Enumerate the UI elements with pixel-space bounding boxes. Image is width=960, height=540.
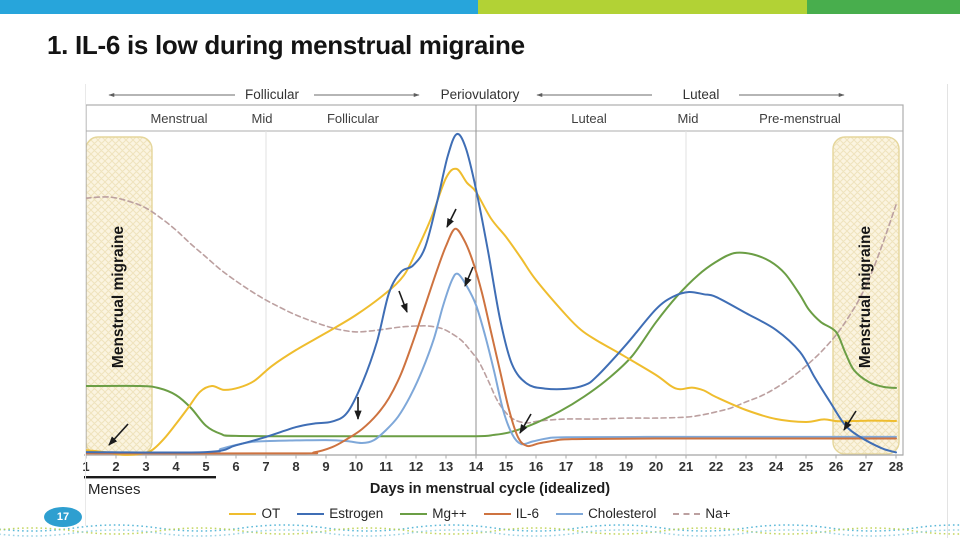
phase-label-luteal: Luteal xyxy=(682,87,720,102)
x-tick-label: 4 xyxy=(172,459,180,474)
legend-label-estrogen: Estrogen xyxy=(329,506,384,521)
cholesterol-line-swatch xyxy=(556,512,584,515)
mg-line-swatch xyxy=(400,512,428,515)
x-axis-title: Days in menstrual cycle (idealized) xyxy=(369,481,611,497)
x-tick-label: 18 xyxy=(589,459,603,474)
top-bar-segment-lime xyxy=(478,0,807,14)
annotation-arrow xyxy=(464,266,474,287)
top-accent-bar xyxy=(0,0,960,14)
annotation-arrow xyxy=(519,413,532,434)
x-tick-label: 28 xyxy=(889,459,903,474)
page-number: 17 xyxy=(56,511,70,523)
decorative-wave xyxy=(0,529,960,537)
series-line-Estrogen xyxy=(85,132,897,454)
x-tick-label: 23 xyxy=(739,459,753,474)
x-tick-label: 27 xyxy=(859,459,873,474)
annotation-arrow xyxy=(398,290,408,313)
menses-underline xyxy=(84,476,216,479)
x-tick-label: 7 xyxy=(262,459,269,474)
legend-item-na: Na+ xyxy=(673,506,731,521)
chart-frame xyxy=(85,104,904,456)
left-migraine-region-label: Menstrual migraine xyxy=(110,225,127,369)
migraine-region xyxy=(832,136,900,455)
decorative-wave xyxy=(0,527,960,535)
chart-legend: OT Estrogen Mg++ IL-6 Cholesterol Na+ xyxy=(0,506,960,521)
estrogen-line-swatch xyxy=(297,512,325,515)
x-tick-label: 2 xyxy=(112,459,119,474)
na-line-swatch xyxy=(673,512,701,515)
x-tick-label: 13 xyxy=(439,459,453,474)
ot-line-swatch xyxy=(229,512,257,515)
x-tick-label: 12 xyxy=(409,459,423,474)
annotation-arrow xyxy=(108,423,129,446)
series-line-Mg++ xyxy=(85,251,897,438)
x-tick-label: 16 xyxy=(529,459,543,474)
menses-label: Menses xyxy=(88,481,141,498)
series-line-OT xyxy=(85,167,897,456)
top-bar-segment-blue xyxy=(0,0,478,14)
phase-label-periovulatory: Periovulatory xyxy=(440,87,520,102)
x-tick-label: 26 xyxy=(829,459,843,474)
x-tick-label: 9 xyxy=(322,459,329,474)
legend-item-il6: IL-6 xyxy=(483,506,540,521)
x-tick-label: 22 xyxy=(709,459,723,474)
annotation-arrow xyxy=(446,208,457,228)
legend-label-mg: Mg++ xyxy=(432,506,467,521)
x-tick-label: 20 xyxy=(649,459,663,474)
x-tick-label: 25 xyxy=(799,459,813,474)
x-tick-label: 10 xyxy=(349,459,363,474)
x-tick-label: 8 xyxy=(292,459,299,474)
legend-item-ot: OT xyxy=(229,506,280,521)
x-tick-label: 15 xyxy=(499,459,513,474)
series-line-IL-6 xyxy=(85,227,897,455)
right-migraine-region-label: Menstrual migraine xyxy=(857,225,874,369)
decorative-wave xyxy=(0,524,960,532)
annotation-arrow xyxy=(843,410,857,431)
x-tick-label: 6 xyxy=(232,459,239,474)
subphase-luteal: Luteal xyxy=(571,111,607,126)
legend-label-cholesterol: Cholesterol xyxy=(588,506,657,521)
subphase-pre-menstrual: Pre-menstrual xyxy=(759,111,841,126)
x-tick-label: 17 xyxy=(559,459,573,474)
x-tick-label: 11 xyxy=(379,459,393,474)
x-tick-label: 5 xyxy=(202,459,209,474)
series-line-Na+ xyxy=(85,196,897,424)
il6-line-swatch xyxy=(483,512,511,515)
legend-item-mg: Mg++ xyxy=(400,506,467,521)
subphase-mid-follicular: Mid xyxy=(251,111,273,126)
phase-label-follicular: Follicular xyxy=(244,87,300,102)
legend-label-ot: OT xyxy=(261,506,281,521)
x-tick-label: 19 xyxy=(619,459,633,474)
slide-title: 1. IL-6 is low during menstrual migraine xyxy=(47,30,525,60)
legend-item-cholesterol: Cholesterol xyxy=(556,506,656,521)
subphase-follicular: Follicular xyxy=(326,111,380,126)
legend-label-na: Na+ xyxy=(705,506,731,521)
series-line-Cholesterol xyxy=(85,272,897,455)
top-bar-segment-green xyxy=(807,0,960,14)
x-tick-label: 3 xyxy=(142,459,149,474)
x-tick-label: 14 xyxy=(469,459,484,474)
subphase-mid-luteal: Mid xyxy=(677,111,699,126)
x-tick-label: 24 xyxy=(769,459,784,474)
legend-label-il6: IL-6 xyxy=(515,506,540,521)
x-tick-label: 21 xyxy=(679,459,693,474)
subphase-menstrual: Menstrual xyxy=(150,111,208,126)
page-number-badge: 17 xyxy=(44,507,82,527)
legend-item-estrogen: Estrogen xyxy=(297,506,383,521)
